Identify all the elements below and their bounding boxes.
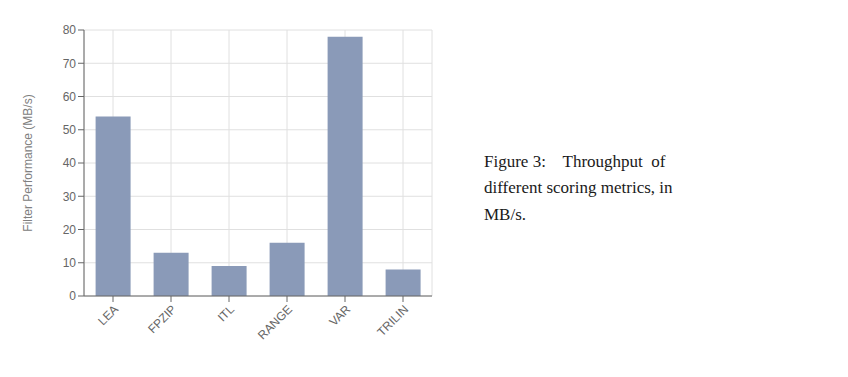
svg-text:TRILIN: TRILIN (374, 302, 411, 339)
svg-text:LEA: LEA (95, 302, 121, 328)
svg-text:20: 20 (63, 222, 77, 236)
svg-text:ITL: ITL (215, 302, 237, 324)
svg-text:10: 10 (63, 256, 77, 270)
svg-text:Filter Performance (MB/s): Filter Performance (MB/s) (21, 94, 35, 231)
svg-text:40: 40 (63, 156, 77, 170)
svg-text:0: 0 (69, 289, 76, 303)
svg-text:VAR: VAR (326, 302, 353, 329)
svg-text:RANGE: RANGE (255, 302, 295, 342)
svg-text:30: 30 (63, 189, 77, 203)
html-text:MB/s.: MB/s. (484, 204, 526, 224)
html-text:different scoring metrics, in: different scoring metrics, in (484, 178, 673, 198)
html-text:Figure 3: Throughput of: Figure 3: Throughput of (484, 152, 666, 171)
svg-text:50: 50 (63, 123, 77, 137)
svg-text:80: 80 (63, 23, 77, 37)
svg-text:FPZIP: FPZIP (145, 302, 179, 336)
svg-text:60: 60 (63, 89, 77, 103)
svg-text:70: 70 (63, 56, 77, 70)
